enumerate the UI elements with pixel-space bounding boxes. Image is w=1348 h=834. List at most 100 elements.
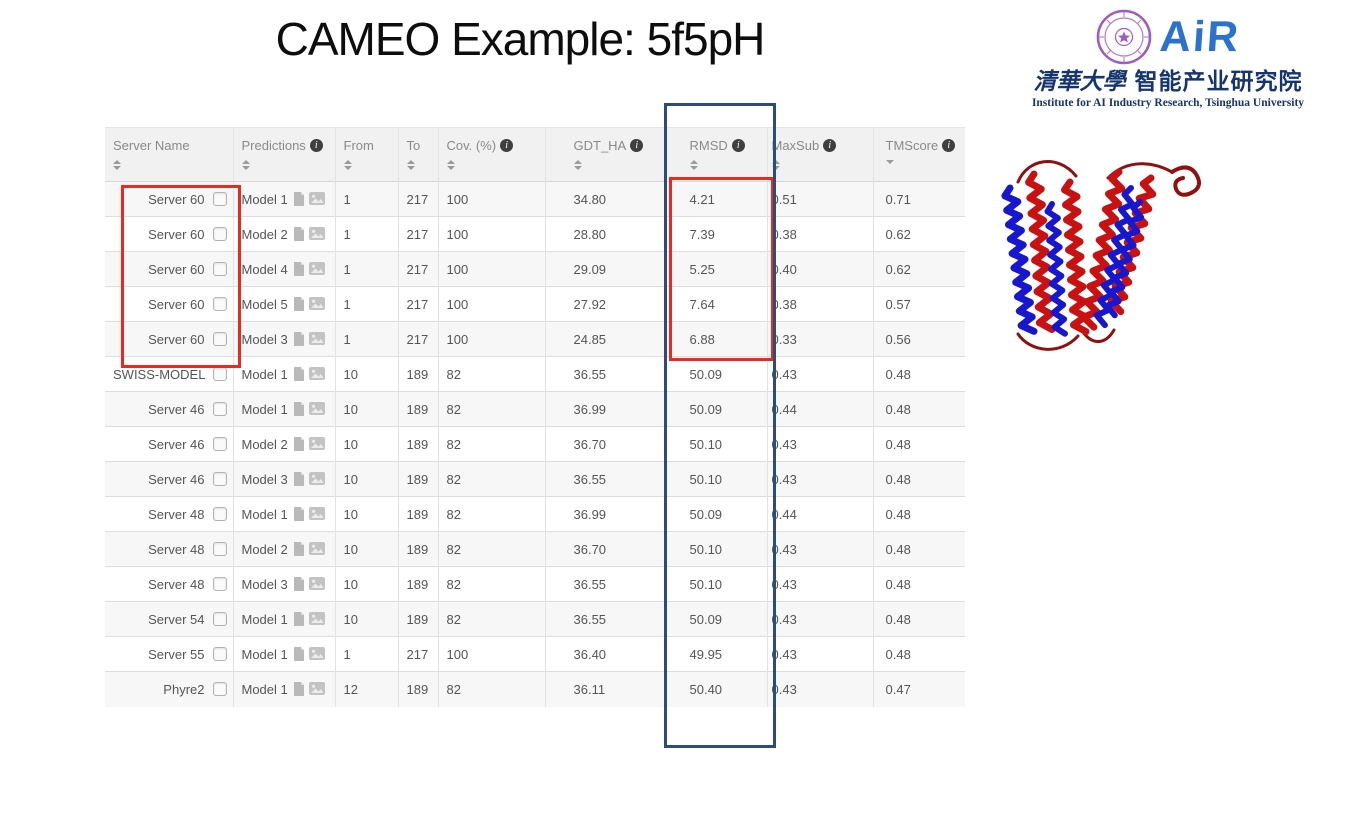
file-icon[interactable]	[293, 541, 305, 556]
file-icon[interactable]	[293, 226, 305, 241]
sort-icon[interactable]	[446, 160, 541, 170]
row-checkbox[interactable]	[212, 191, 227, 206]
air-wordmark: AiR	[1158, 12, 1243, 61]
file-icon[interactable]	[293, 261, 305, 276]
server-name-label: Server 46	[148, 471, 205, 487]
image-icon[interactable]	[308, 226, 325, 240]
sort-icon[interactable]	[406, 160, 434, 170]
image-icon[interactable]	[308, 506, 325, 520]
logo-subtitle-en: Institute for AI Industry Research, Tsin…	[1031, 97, 1305, 109]
sort-icon[interactable]	[113, 160, 229, 170]
info-icon[interactable]: i	[309, 139, 323, 152]
file-icon[interactable]	[293, 401, 305, 416]
column-header-to[interactable]: To	[397, 127, 438, 182]
row-checkbox[interactable]	[212, 506, 227, 521]
column-header-rmsd[interactable]: RMSD i	[664, 127, 767, 182]
column-header-tmscore[interactable]: TMScore i	[872, 127, 965, 182]
column-header-label: From	[343, 138, 374, 153]
row-checkbox[interactable]	[212, 576, 227, 591]
image-icon[interactable]	[308, 261, 325, 275]
file-icon[interactable]	[293, 576, 305, 591]
server-name-cell: Server 48	[105, 496, 233, 532]
file-icon[interactable]	[293, 681, 305, 696]
row-checkbox[interactable]	[212, 541, 227, 556]
image-icon[interactable]	[308, 681, 325, 695]
server-name-label: Server 54	[148, 611, 205, 627]
image-icon[interactable]	[308, 646, 325, 660]
image-icon[interactable]	[308, 541, 325, 555]
file-icon[interactable]	[293, 646, 305, 661]
to-cell: 217	[397, 636, 438, 672]
sort-icon[interactable]	[689, 160, 763, 170]
to-cell: 189	[397, 671, 438, 707]
row-checkbox[interactable]	[212, 681, 227, 696]
rmsd-cell: 50.10	[664, 461, 767, 497]
coverage-cell: 100	[437, 216, 545, 252]
prediction-cell: Model 2	[232, 216, 335, 252]
coverage-cell: 82	[437, 531, 545, 567]
rmsd-cell: 50.10	[664, 531, 767, 567]
info-icon[interactable]: i	[630, 139, 644, 152]
gdtha-cell: 36.99	[544, 391, 665, 427]
row-checkbox[interactable]	[212, 331, 227, 346]
row-checkbox[interactable]	[212, 401, 227, 416]
image-icon[interactable]	[308, 611, 325, 625]
image-icon[interactable]	[308, 366, 325, 380]
image-icon[interactable]	[308, 471, 325, 485]
column-header-cov-[interactable]: Cov. (%) i	[437, 127, 545, 182]
image-icon[interactable]	[308, 576, 325, 590]
from-cell: 10	[334, 391, 398, 427]
from-cell: 10	[334, 601, 398, 637]
column-header-gdt-ha[interactable]: GDT_HA i	[544, 127, 665, 182]
info-icon[interactable]: i	[942, 139, 956, 152]
info-icon[interactable]: i	[500, 139, 514, 152]
image-icon[interactable]	[308, 296, 325, 310]
row-checkbox[interactable]	[213, 366, 228, 381]
gdtha-cell: 28.80	[544, 216, 665, 252]
image-icon[interactable]	[308, 191, 325, 205]
image-icon[interactable]	[308, 331, 325, 345]
info-icon[interactable]: i	[823, 139, 837, 152]
file-icon[interactable]	[293, 296, 305, 311]
row-checkbox[interactable]	[212, 261, 227, 276]
column-header-predictions[interactable]: Predictions i	[232, 127, 335, 182]
file-icon[interactable]	[293, 366, 305, 381]
row-checkbox[interactable]	[212, 611, 227, 626]
model-label: Model 1	[241, 366, 288, 382]
row-checkbox[interactable]	[212, 436, 227, 451]
from-cell: 10	[334, 566, 398, 602]
protein-structure-superposition-image	[1001, 160, 1202, 351]
row-checkbox[interactable]	[212, 471, 227, 486]
to-cell: 217	[397, 251, 438, 287]
table-header-row: Server Name Predictions i From To Cov. (…	[105, 127, 965, 182]
from-cell: 1	[334, 321, 398, 357]
column-header-maxsub[interactable]: MaxSub i	[766, 127, 873, 182]
column-header-from[interactable]: From	[334, 127, 398, 182]
from-cell: 10	[334, 461, 398, 497]
from-cell: 1	[334, 636, 398, 672]
server-name-label: Server 60	[148, 226, 205, 242]
row-checkbox[interactable]	[212, 226, 227, 241]
from-cell: 1	[334, 251, 398, 287]
info-icon[interactable]: i	[731, 139, 745, 152]
file-icon[interactable]	[293, 506, 305, 521]
row-checkbox[interactable]	[212, 296, 227, 311]
model-label: Model 5	[241, 296, 288, 312]
column-header-server-name[interactable]: Server Name	[105, 127, 233, 182]
image-icon[interactable]	[308, 401, 325, 415]
file-icon[interactable]	[293, 611, 305, 626]
sort-icon[interactable]	[241, 160, 331, 170]
rmsd-cell: 50.10	[664, 426, 767, 462]
file-icon[interactable]	[293, 436, 305, 451]
server-name-cell: Server 46	[105, 426, 233, 462]
file-icon[interactable]	[293, 331, 305, 346]
file-icon[interactable]	[293, 191, 305, 206]
sort-icon[interactable]	[771, 160, 869, 170]
sort-icon[interactable]	[885, 160, 962, 164]
to-cell: 189	[397, 356, 438, 392]
row-checkbox[interactable]	[212, 646, 227, 661]
sort-icon[interactable]	[343, 160, 394, 170]
sort-icon[interactable]	[573, 160, 661, 170]
file-icon[interactable]	[293, 471, 305, 486]
image-icon[interactable]	[308, 436, 325, 450]
